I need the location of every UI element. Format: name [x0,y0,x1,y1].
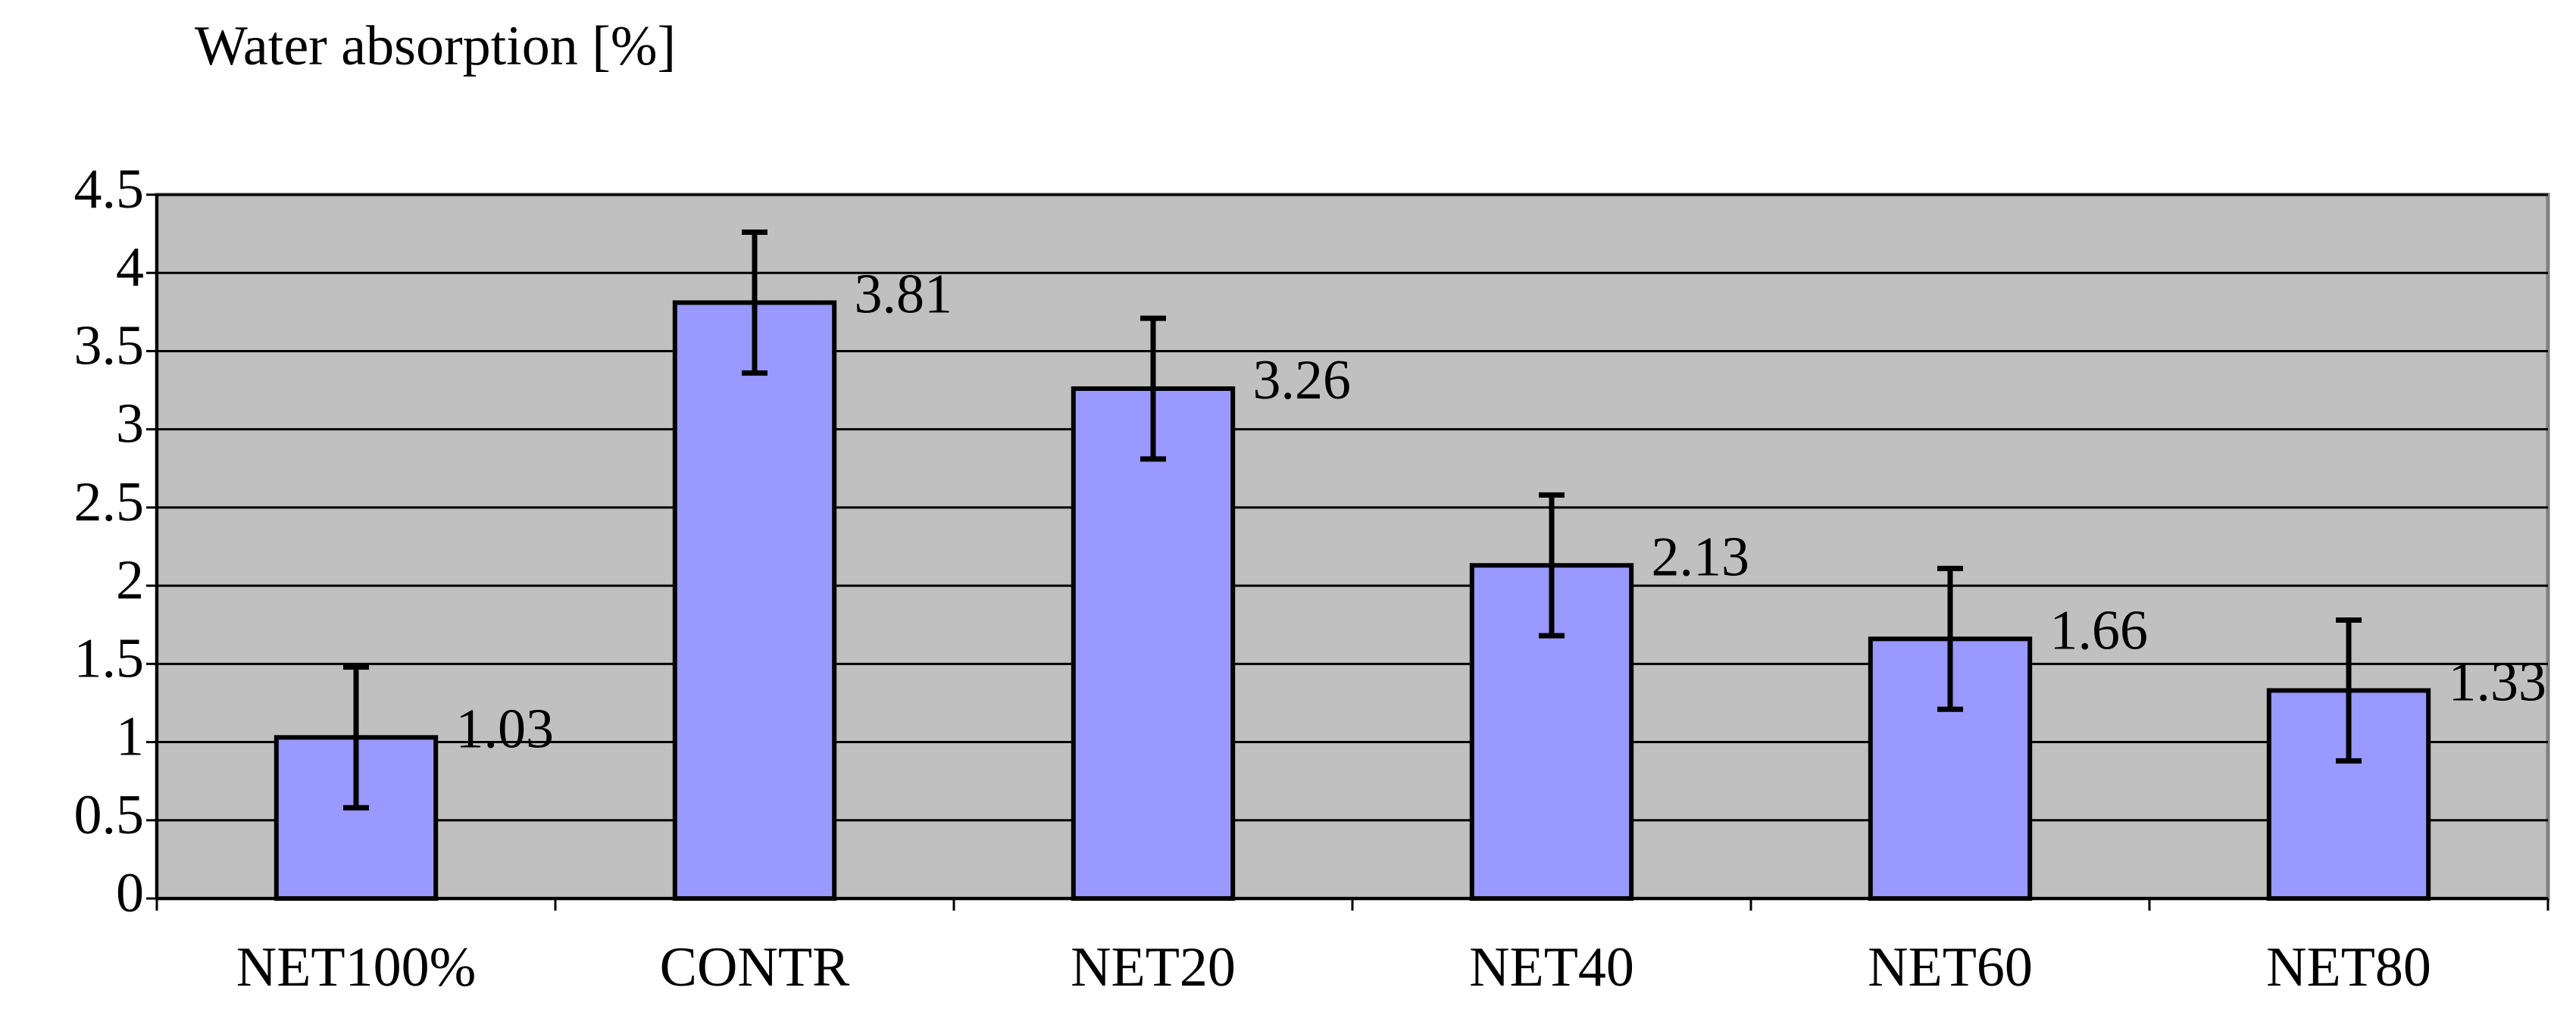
bar [672,300,837,901]
error-bar [343,664,369,811]
y-tick-label: 1 [116,706,144,768]
x-tick-label: NET60 [1868,936,2033,998]
x-tick-label: NET100% [236,936,477,998]
y-tick-label: 2 [116,549,144,611]
x-tick-label: CONTR [660,936,850,998]
y-tick-label: 1.5 [74,627,145,689]
data-label: 1.66 [2050,599,2149,661]
error-bar [2336,617,2362,764]
data-label: 1.33 [2449,651,2547,713]
y-tick-label: 3.5 [74,314,145,377]
x-tick-label: NET40 [1469,936,1634,998]
data-label: 3.26 [1253,349,1352,411]
error-bar [1937,565,1963,712]
error-bar [742,230,767,376]
chart-title: Water absorption [%] [195,15,676,77]
plot-area [155,192,2550,901]
data-label: 1.03 [456,698,555,760]
x-tick-label: NET20 [1071,936,1236,998]
error-bar [1140,315,1166,462]
y-tick-label: 4.5 [74,158,145,220]
x-tick-label: NET80 [2266,936,2431,998]
data-label: 3.81 [855,263,953,325]
y-tick-label: 3 [116,393,144,455]
y-tick-label: 4 [116,236,144,298]
y-tick-label: 0 [116,862,144,924]
y-tick-label: 2.5 [74,471,145,533]
y-tick-label: 0.5 [74,784,145,846]
bar [1071,386,1236,901]
error-bar [1539,492,1565,639]
data-label: 2.13 [1652,526,1750,588]
